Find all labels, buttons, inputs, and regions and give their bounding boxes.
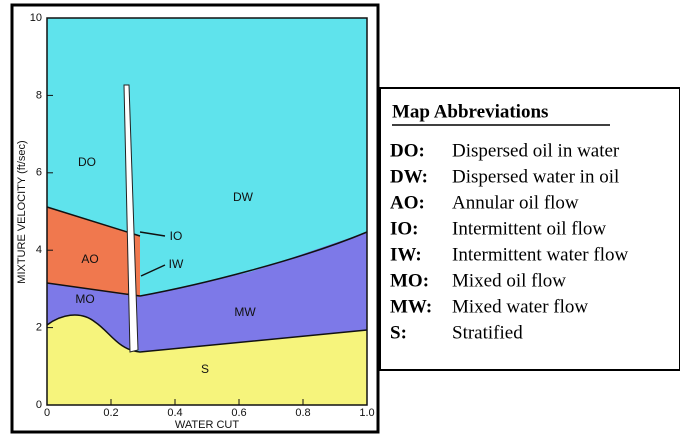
y-tick-label: 2 <box>36 322 42 334</box>
y-axis-label: MIXTURE VELOCITY (ft/sec) <box>16 140 28 283</box>
region-label: DO <box>78 155 96 169</box>
arrow <box>139 231 166 277</box>
legend-text: Mixed oil flow <box>452 270 566 291</box>
legend-abbr: DW: <box>390 166 428 187</box>
legend-abbr: IW: <box>390 244 422 265</box>
legend-abbr: AO: <box>390 192 425 213</box>
region-mixed <box>47 232 367 352</box>
legend-abbr: IO: <box>390 218 419 239</box>
boundary <box>46 206 368 353</box>
region-label: AO <box>81 252 98 266</box>
legend-abbr: DO: <box>390 140 425 161</box>
x-tick-label: 1.0 <box>359 407 374 419</box>
plot-frame <box>46 17 368 406</box>
x-tick-label: 0.2 <box>103 407 118 419</box>
y-tick-label: 4 <box>36 244 42 256</box>
x-tick-label: 0.6 <box>231 407 246 419</box>
legend-abbr: MW: <box>390 296 432 317</box>
legend-text: Intermittent oil flow <box>452 218 606 239</box>
region-label: IW <box>169 257 184 271</box>
legend-text: Dispersed water in oil <box>452 166 619 187</box>
region-label: MO <box>75 292 94 306</box>
x-axis-label: WATER CUT <box>175 419 239 431</box>
region-label: IO <box>170 229 183 243</box>
legend-text: Mixed water flow <box>452 296 588 317</box>
legend-text: Dispersed oil in water <box>452 140 620 161</box>
legend-title: Map Abbreviations <box>392 101 548 122</box>
x-tick-label: 0.4 <box>167 407 182 419</box>
region-stratified <box>47 314 367 405</box>
y-tick-label: 0 <box>36 399 42 411</box>
region-label: MW <box>234 305 256 319</box>
legend-text: Annular oil flow <box>452 192 579 213</box>
x-tick-label: 0 <box>44 407 50 419</box>
intermittent-band <box>123 84 139 353</box>
legend-text: Stratified <box>452 322 523 343</box>
legend-abbr: S: <box>390 322 407 343</box>
region-label: DW <box>233 190 254 204</box>
y-tick-label: 6 <box>36 167 42 179</box>
x-tick-label: 0.8 <box>295 407 310 419</box>
legend-abbr: MO: <box>390 270 429 291</box>
legend-frame <box>379 87 680 371</box>
legend-text: Intermittent water flow <box>452 244 628 265</box>
y-tick-label: 8 <box>36 89 42 101</box>
region-label: S <box>201 362 209 376</box>
y-tick-label: 10 <box>30 12 42 24</box>
